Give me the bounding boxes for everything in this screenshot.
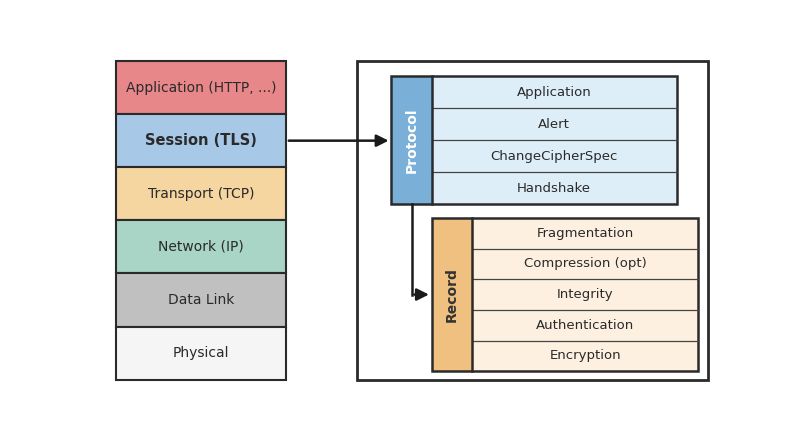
Bar: [432, 218, 472, 371]
Bar: [358, 61, 707, 380]
Text: Network (IP): Network (IP): [158, 240, 244, 254]
Text: Data Link: Data Link: [167, 293, 234, 307]
Bar: [115, 273, 286, 327]
Bar: [115, 61, 286, 114]
Bar: [432, 218, 698, 371]
Text: Alert: Alert: [538, 118, 570, 131]
Text: Protocol: Protocol: [405, 107, 418, 173]
Bar: [432, 218, 698, 371]
Text: Application: Application: [517, 86, 591, 99]
Bar: [391, 76, 677, 204]
Bar: [391, 76, 677, 204]
Text: Encryption: Encryption: [550, 350, 621, 362]
Text: Session (TLS): Session (TLS): [145, 133, 257, 148]
Bar: [115, 167, 286, 220]
Text: Application (HTTP, ...): Application (HTTP, ...): [126, 81, 276, 95]
Text: Handshake: Handshake: [517, 182, 591, 195]
Bar: [115, 220, 286, 273]
Text: Integrity: Integrity: [557, 288, 614, 301]
Bar: [391, 76, 432, 204]
Text: Authentication: Authentication: [536, 319, 634, 332]
Text: Compression (opt): Compression (opt): [524, 258, 646, 270]
Bar: [115, 114, 286, 167]
Text: Transport (TCP): Transport (TCP): [147, 187, 254, 201]
Text: Record: Record: [445, 267, 459, 322]
Text: Fragmentation: Fragmentation: [537, 226, 634, 240]
Text: ChangeCipherSpec: ChangeCipherSpec: [490, 150, 618, 163]
Bar: [115, 327, 286, 380]
Text: Physical: Physical: [173, 346, 229, 360]
